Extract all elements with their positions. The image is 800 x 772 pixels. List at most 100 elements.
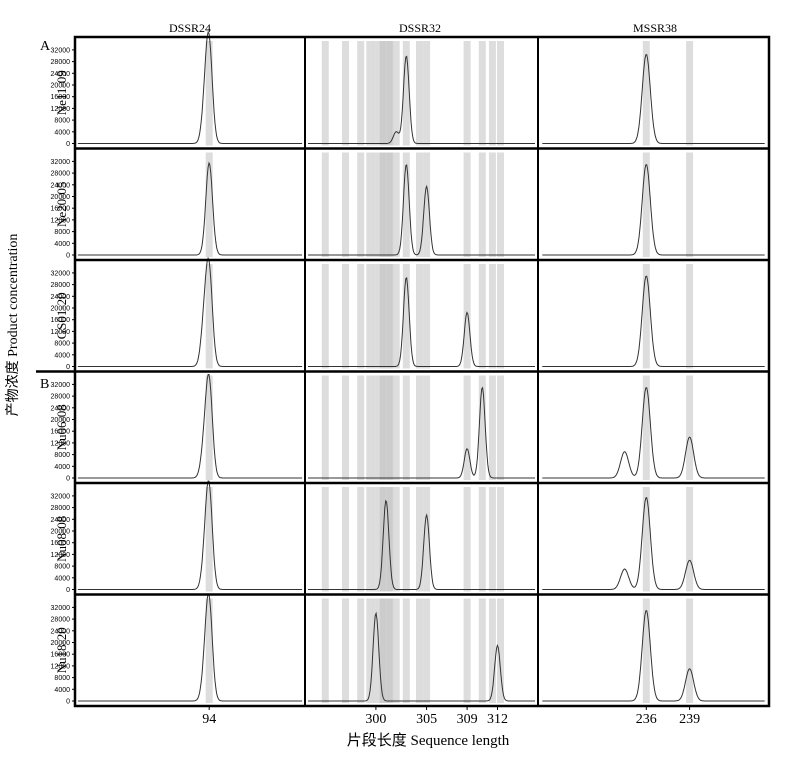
allele-bin-band: [379, 152, 387, 257]
allele-bin-band: [379, 41, 387, 146]
allele-bin-band: [366, 152, 374, 257]
y-tick-label: 20000: [51, 640, 71, 647]
allele-bin-band: [321, 41, 329, 146]
allele-bin-band: [342, 375, 349, 480]
allele-bin-band: [423, 152, 431, 257]
column-header: DSSR32: [399, 21, 441, 35]
y-tick-label: 28000: [51, 617, 71, 624]
peak-trace: [308, 611, 535, 702]
y-tick-label: 8000: [54, 675, 70, 682]
x-tick-label: 305: [416, 712, 437, 727]
allele-bin-band: [357, 264, 365, 369]
y-axis-ticks: 0 4000 8000 12000 16000 20000 24000 28000 32000 0…: [51, 47, 75, 706]
peak-trace: [542, 164, 765, 256]
allele-bin-band: [379, 598, 387, 703]
allele-bin-band: [463, 41, 471, 146]
allele-bin-band: [642, 487, 650, 592]
allele-bin-band: [416, 487, 423, 592]
allele-bin-band: [463, 487, 471, 592]
y-tick-label: 16000: [51, 429, 71, 436]
allele-bin-band: [402, 487, 410, 592]
x-tick-label: 309: [457, 712, 478, 727]
peak-trace: [542, 275, 765, 367]
allele-bin-band: [205, 264, 213, 369]
column-header: DSSR24: [169, 21, 211, 35]
y-tick-label: 12000: [51, 663, 71, 670]
y-tick-label: 28000: [51, 282, 71, 289]
allele-bin-band: [392, 264, 400, 369]
chart-labels: 产物浓度 Product concentration 片段长度 Sequence…: [5, 234, 700, 749]
row-label: Ne11-09: [54, 70, 69, 115]
allele-bin-band: [416, 264, 423, 369]
allele-bin-band: [686, 598, 694, 703]
y-tick-label: 20000: [51, 306, 71, 313]
y-tick-label: 8000: [54, 452, 70, 459]
allele-bin-band: [497, 487, 504, 592]
allele-bin-band: [205, 375, 213, 480]
allele-bin-band: [497, 598, 504, 703]
allele-bin-band: [488, 41, 496, 146]
x-axis-label: 片段长度 Sequence length: [347, 732, 510, 749]
allele-bin-band: [321, 264, 329, 369]
y-tick-label: 20000: [51, 83, 71, 90]
y-axis-label: 产物浓度 Product concentration: [5, 234, 21, 417]
y-tick-label: 8000: [54, 341, 70, 348]
y-tick-label: 0: [66, 253, 70, 260]
y-tick-label: 32000: [51, 382, 71, 389]
allele-bin-band: [686, 487, 694, 592]
x-tick-label: 94: [202, 712, 216, 727]
allele-bin-band: [386, 41, 394, 146]
group-label: B: [40, 377, 49, 392]
y-tick-label: 0: [66, 699, 70, 706]
allele-bin-band: [497, 375, 504, 480]
allele-bin-band: [366, 41, 374, 146]
allele-bin-band: [488, 264, 496, 369]
allele-bin-band: [642, 41, 650, 146]
allele-bin-band: [463, 375, 471, 480]
y-tick-label: 28000: [51, 59, 71, 66]
y-tick-label: 16000: [51, 206, 71, 213]
allele-bin-band: [686, 152, 694, 257]
allele-bin-band: [366, 487, 374, 592]
y-tick-label: 32000: [51, 493, 71, 500]
allele-bin-band: [392, 487, 400, 592]
allele-bin-band: [321, 487, 329, 592]
y-tick-label: 16000: [51, 652, 71, 659]
allele-bin-band: [402, 41, 410, 146]
allele-bin-band: [478, 598, 486, 703]
y-tick-label: 16000: [51, 94, 71, 101]
allele-bin-band: [357, 41, 365, 146]
x-tick-label: 236: [636, 712, 657, 727]
peak-trace: [308, 386, 535, 479]
peak-trace: [77, 256, 303, 367]
allele-bin-band: [372, 487, 380, 592]
group-label: A: [40, 39, 51, 54]
allele-bin-band: [392, 41, 400, 146]
allele-bin-band: [205, 598, 213, 703]
y-tick-label: 12000: [51, 217, 71, 224]
y-tick-label: 4000: [54, 241, 70, 248]
y-tick-label: 16000: [51, 540, 71, 547]
x-tick-label: 239: [679, 712, 700, 727]
allele-bin-band: [478, 152, 486, 257]
allele-bin-band: [386, 487, 394, 592]
allele-bin-band: [357, 598, 365, 703]
y-tick-label: 8000: [54, 564, 70, 571]
allele-bin-band: [686, 41, 694, 146]
allele-bin-band: [372, 41, 380, 146]
row-label: Nu08-08: [54, 516, 69, 562]
allele-bin-band: [497, 264, 504, 369]
allele-bin-band: [392, 375, 400, 480]
allele-bin-band: [416, 41, 423, 146]
peak-trace: [542, 53, 765, 144]
allele-bin-band: [463, 598, 471, 703]
allele-bin-band: [686, 375, 694, 480]
y-tick-label: 4000: [54, 129, 70, 136]
allele-bin-band: [205, 487, 213, 592]
y-tick-label: 0: [66, 476, 70, 483]
y-tick-label: 4000: [54, 352, 70, 359]
allele-bin-band: [321, 375, 329, 480]
allele-bin-band: [423, 375, 431, 480]
